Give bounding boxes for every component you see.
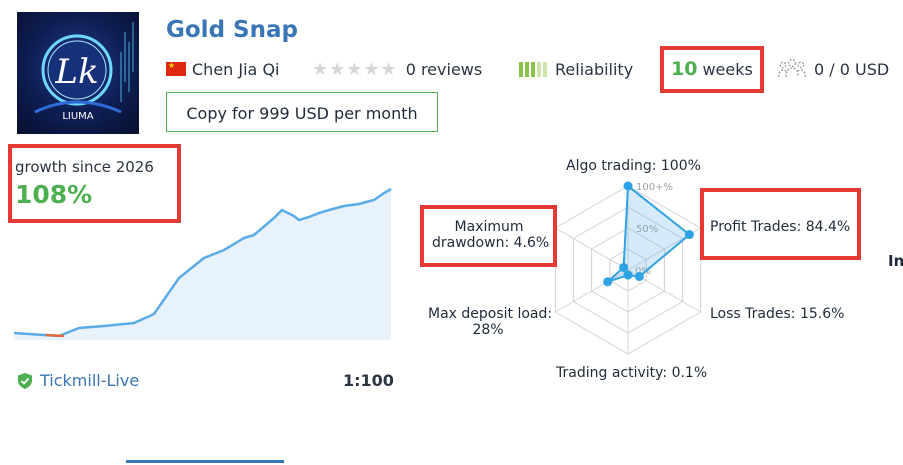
weeks-group: 10 weeks [671, 58, 753, 80]
verified-shield-icon [18, 372, 32, 389]
radar-point-4 [623, 270, 633, 280]
reliability-bars-icon [519, 61, 547, 77]
label-trading-activity: Trading activity: 0.1% [556, 365, 708, 381]
reviews-count[interactable]: 0 reviews [405, 59, 483, 79]
radar-chart: 100+% 50% 0% [554, 181, 702, 355]
growth-chart[interactable] [14, 180, 394, 340]
radar-point-1 [623, 181, 633, 191]
scale-label-0: 0% [635, 266, 651, 277]
label-max-deposit-load: Max deposit load: 28% [428, 306, 553, 338]
highlight-max-drawdown [420, 205, 557, 267]
scale-label-100: 100+% [636, 182, 673, 193]
scale-label-50: 50% [636, 224, 658, 235]
subscribers-icon [778, 58, 806, 78]
cut-off-tab-text[interactable]: In [888, 252, 903, 270]
reliability-group: Reliability [519, 58, 633, 80]
copy-subscribe-button[interactable]: Copy for 999 USD per month [166, 92, 438, 132]
radar-point-5 [603, 277, 613, 287]
china-flag-icon [166, 62, 186, 76]
growth-line [14, 187, 392, 338]
broker-link[interactable]: Tickmill-Live [40, 371, 140, 390]
radar-axis-6 [555, 227, 629, 271]
drawdown-segment [45, 333, 65, 338]
label-algo-trading: Algo trading: 100% [566, 158, 701, 174]
meta-row: Chen Jia Qi [166, 58, 279, 80]
svg-text:LIUMA: LIUMA [62, 111, 93, 122]
signal-logo: Lk LIUMA [17, 12, 139, 134]
growth-value: 108% [15, 180, 93, 209]
broker-row[interactable]: Tickmill-Live [16, 371, 139, 390]
author-link[interactable]: Chen Jia Qi [192, 59, 280, 79]
subscribers-group: 0 / 0 USD [778, 58, 889, 80]
reliability-label: Reliability [555, 59, 634, 79]
active-tab-underline [126, 460, 284, 463]
leverage-value: 1:100 [343, 371, 394, 390]
weeks-unit: weeks [702, 59, 753, 79]
rating-stars-icon: ★★★★★ [312, 58, 398, 80]
radar-axis-5 [555, 269, 629, 313]
page-title[interactable]: Gold Snap [166, 17, 298, 43]
label-loss-trades: Loss Trades: 15.6% [710, 306, 845, 322]
highlight-growth [8, 144, 181, 223]
reviews-group[interactable]: ★★★★★ 0 reviews [312, 58, 482, 80]
growth-label: growth since 2026 [15, 158, 154, 176]
radar-point-2 [684, 230, 694, 240]
radar-point-6 [619, 262, 629, 272]
highlight-weeks [660, 46, 764, 93]
svg-text:Lk: Lk [54, 52, 98, 92]
label-max-drawdown: Maximum drawdown: 4.6% [432, 219, 550, 251]
label-profit-trades: Profit Trades: 84.4% [710, 219, 851, 235]
growth-area [14, 189, 391, 340]
radar-point-3 [634, 272, 644, 282]
highlight-profit-trades [700, 188, 861, 260]
subscribers-value: 0 / 0 USD [814, 59, 890, 79]
weeks-value: 10 [671, 58, 698, 80]
